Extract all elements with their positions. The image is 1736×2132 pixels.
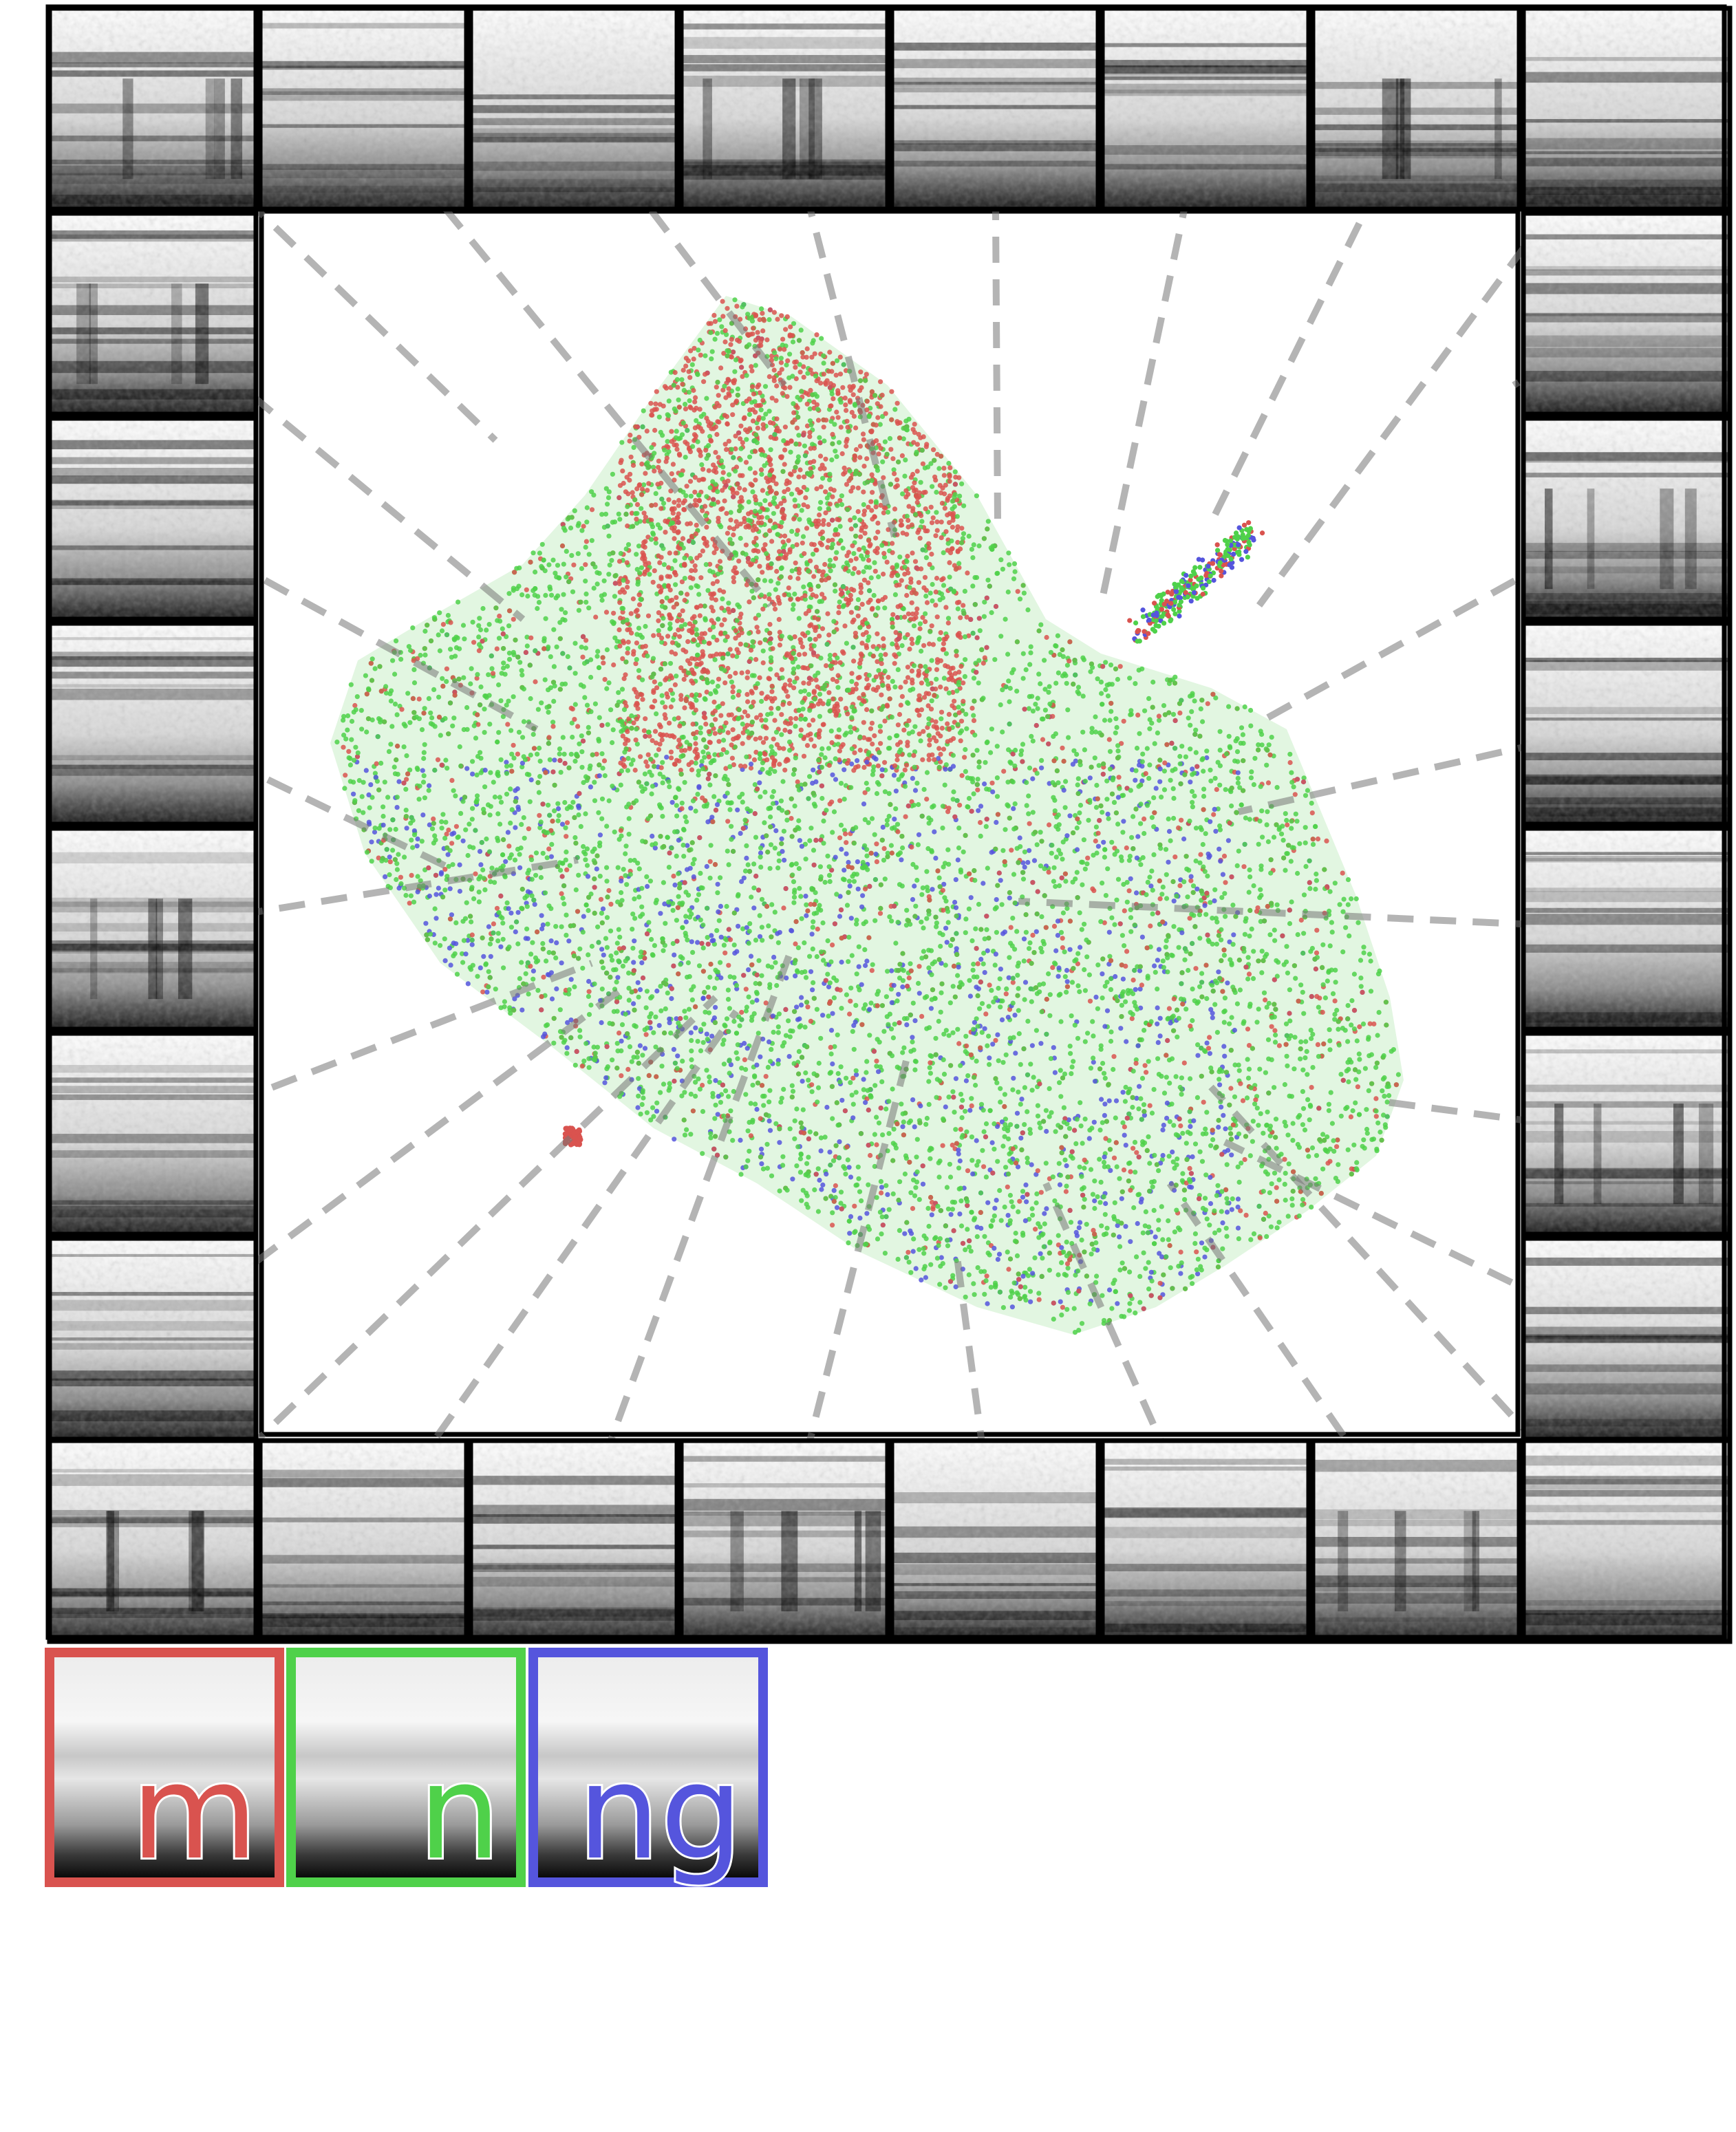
scatter-points xyxy=(334,297,1401,1335)
spectrogram-thumbnail xyxy=(257,6,469,212)
connector-line xyxy=(152,857,579,932)
spectrogram-thumbnail xyxy=(47,6,259,212)
spectrogram-thumbnail xyxy=(47,621,259,827)
connector-line xyxy=(1166,1181,1419,1543)
connector-line xyxy=(992,108,1001,524)
connector-line xyxy=(151,515,539,733)
connector-line xyxy=(1208,107,1419,525)
legend-label-m: m xyxy=(131,1736,258,1888)
connector-line xyxy=(151,960,593,1137)
connector-line xyxy=(150,106,498,443)
spectrogram-thumbnail xyxy=(47,211,259,417)
spectrogram-thumbnail xyxy=(1521,826,1733,1032)
cloud-envelope xyxy=(330,296,1404,1335)
spectrogram-thumbnail xyxy=(678,6,890,212)
spectrogram-thumbnail xyxy=(1521,416,1733,622)
spectrogram-thumbnail xyxy=(678,1438,890,1644)
spectrogram-thumbnail xyxy=(1100,6,1311,212)
spectrogram-thumbnail xyxy=(47,1438,259,1644)
legend-item-m: m xyxy=(45,1648,284,1891)
thumbnail-frame xyxy=(47,6,1733,1644)
spectrogram-thumbnail xyxy=(47,416,259,622)
legend-label-ng: ng xyxy=(577,1736,743,1888)
spectrogram-thumbnail xyxy=(47,1031,259,1237)
spectrogram-thumbnail xyxy=(1100,1438,1311,1644)
spectrogram-thumbnail xyxy=(468,6,680,212)
spectrogram-thumbnail xyxy=(889,1438,1101,1644)
legend-item-ng: ng xyxy=(528,1648,768,1891)
legend: m n ng xyxy=(45,1648,768,1891)
connector-line xyxy=(150,311,526,622)
spectrogram-thumbnail xyxy=(1521,1236,1733,1442)
spectrogram-thumbnail xyxy=(1521,211,1733,417)
spectrogram-thumbnail xyxy=(1521,621,1733,827)
spectrogram-thumbnail xyxy=(1521,1031,1733,1237)
spectrogram-thumbnail xyxy=(47,1236,259,1442)
spectrogram-thumbnail xyxy=(47,826,259,1032)
spectrogram-thumbnail xyxy=(1521,6,1733,212)
connector-line xyxy=(781,107,898,538)
legend-item-n: n xyxy=(286,1648,526,1891)
connector-line xyxy=(1257,515,1629,726)
legend-label-n: n xyxy=(418,1736,501,1888)
outer-frame xyxy=(45,4,1727,1640)
series-n-points xyxy=(341,297,1392,1333)
spectrogram-thumbnail xyxy=(1310,1438,1522,1644)
scatter-outliers xyxy=(562,520,1265,1148)
spectrogram-thumbnail xyxy=(468,1438,680,1644)
spectrogram-thumbnail xyxy=(257,1438,469,1644)
spectrogram-thumbnail xyxy=(1310,6,1522,212)
connector-line xyxy=(1223,1139,1629,1342)
spectrogram-thumbnail xyxy=(889,6,1101,212)
spectrogram-thumbnail xyxy=(1521,1438,1733,1644)
